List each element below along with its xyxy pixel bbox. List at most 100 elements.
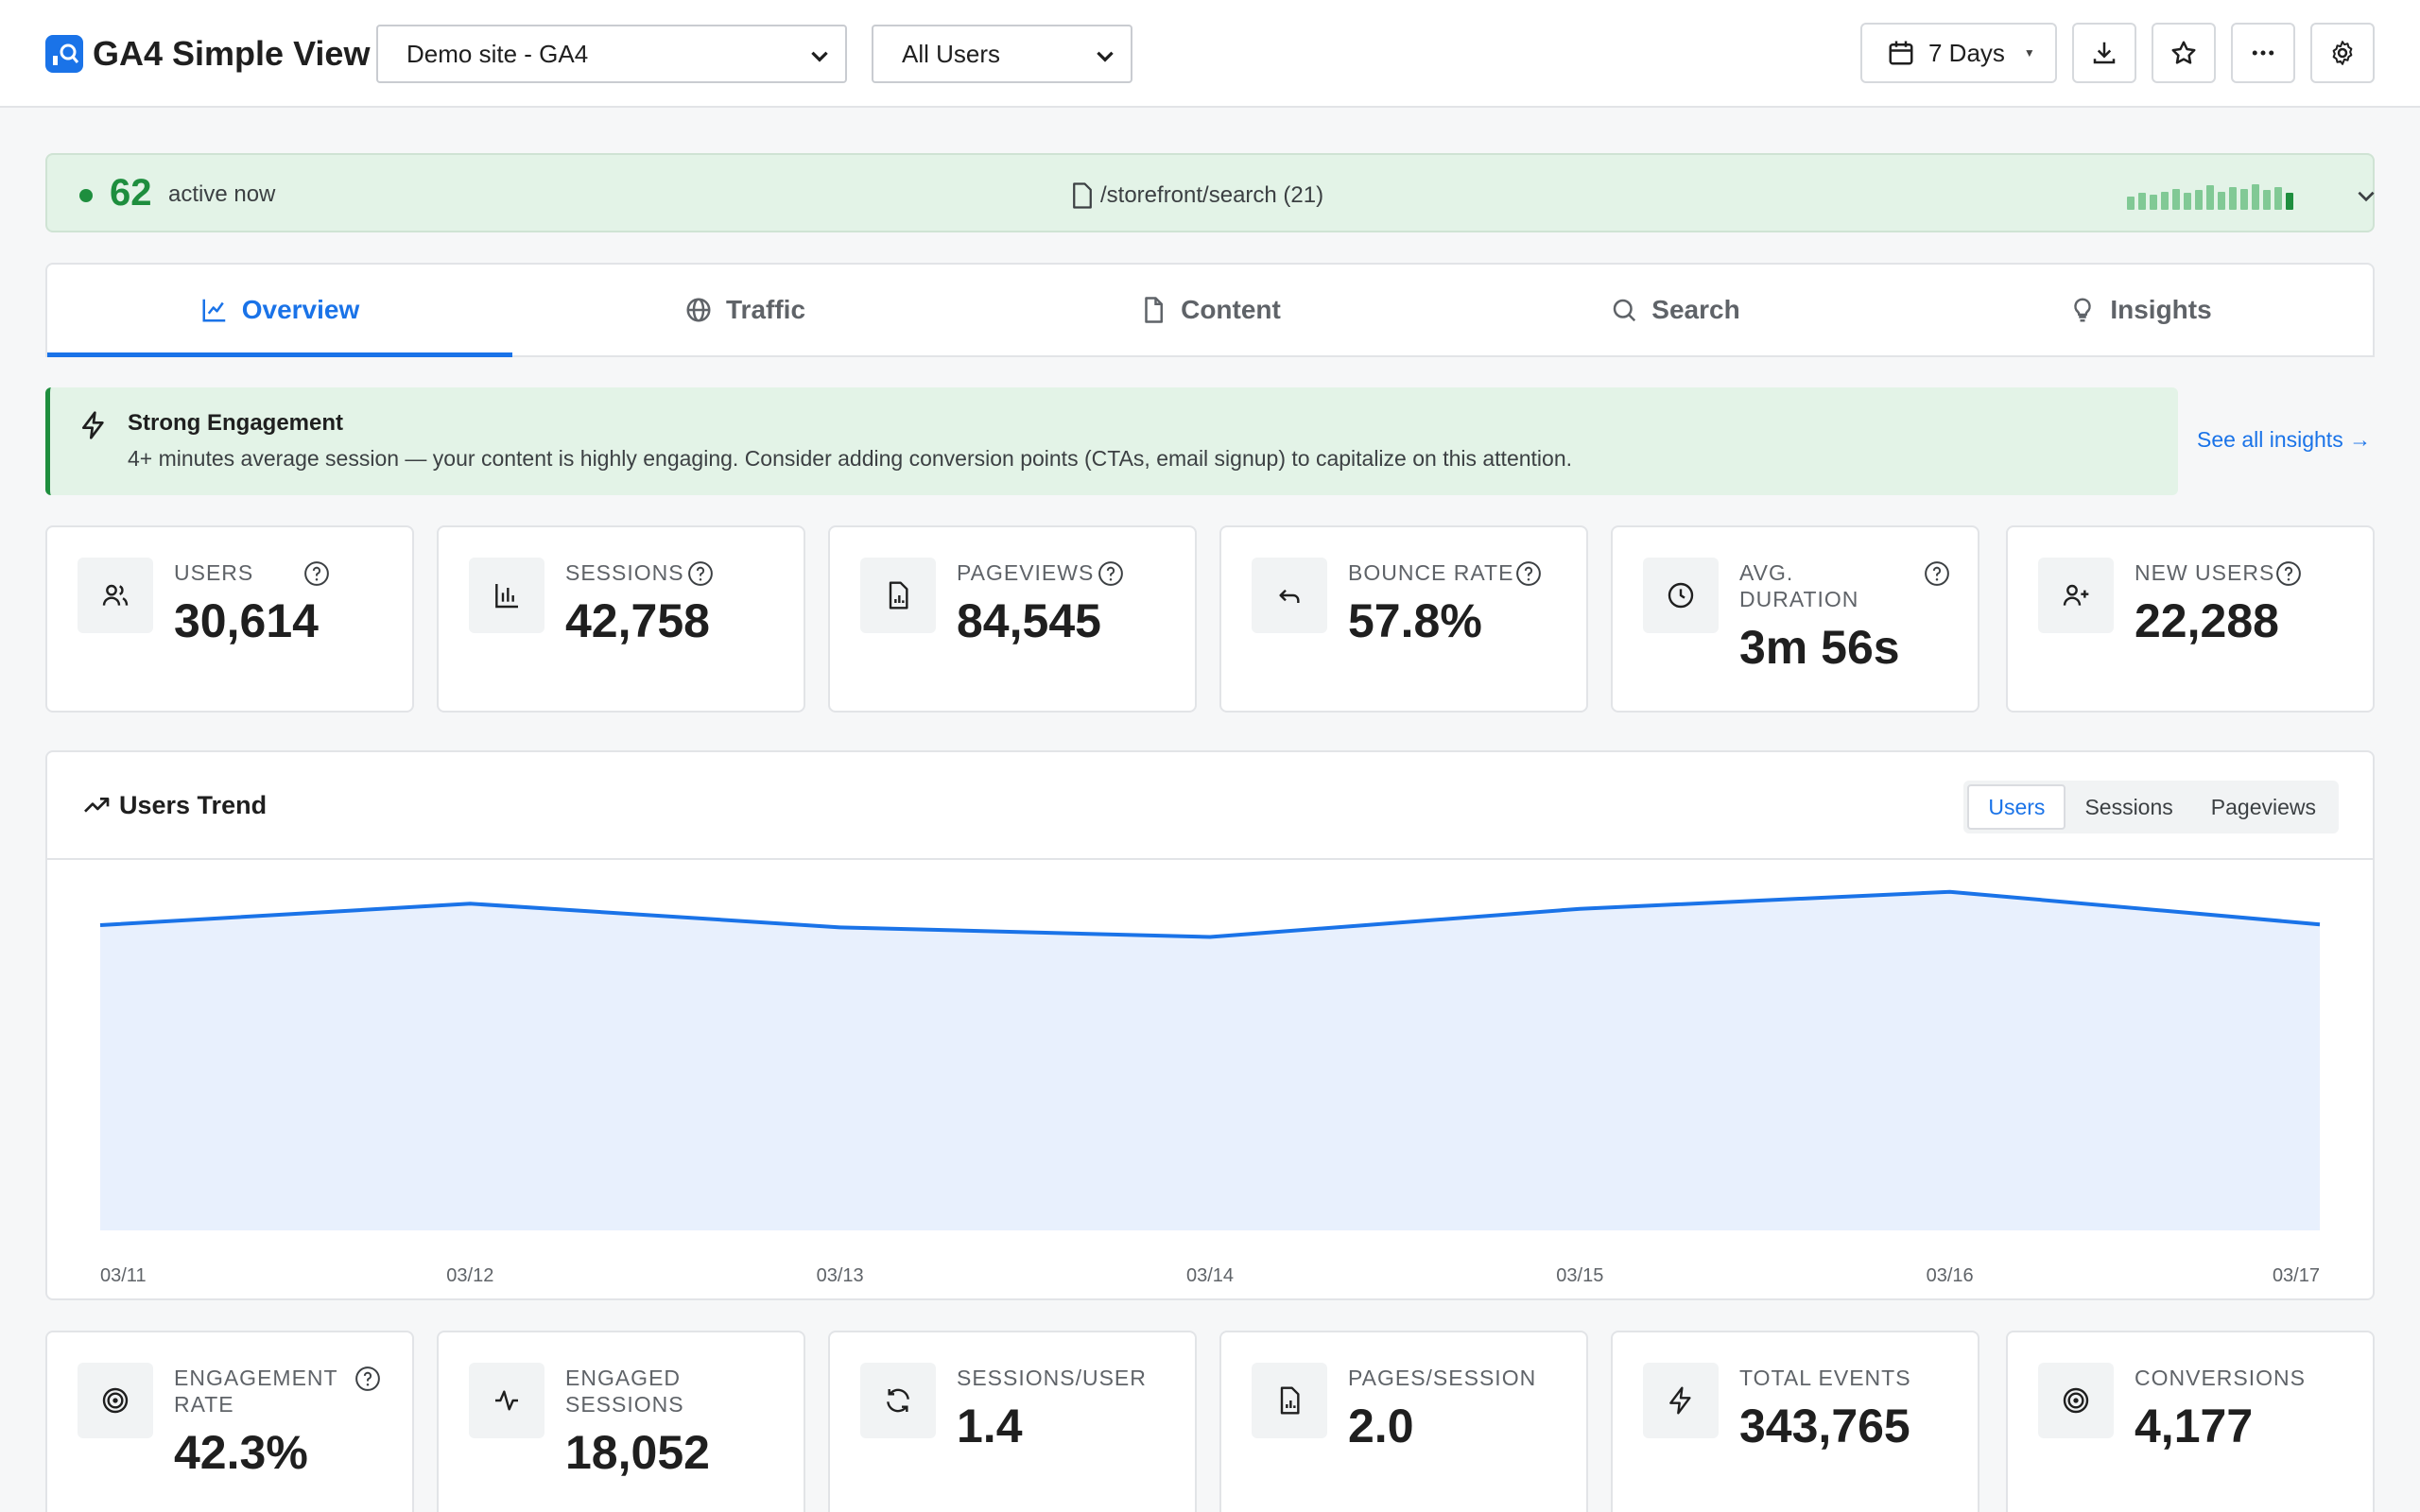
help-icon[interactable] xyxy=(302,559,331,588)
search-icon xyxy=(1614,299,1636,322)
tab-content-label: Content xyxy=(1181,295,1281,324)
insight-text: 4+ minutes average session — your conten… xyxy=(128,446,1573,471)
toggle-sessions[interactable]: Sessions xyxy=(2084,794,2173,819)
realtime-bar xyxy=(2263,190,2271,210)
toggle-pageviews[interactable]: Pageviews xyxy=(2210,794,2316,819)
metric-value: 1.4 xyxy=(957,1400,1023,1452)
metric-card-conversions: CONVERSIONS 4,177 xyxy=(2006,1331,2375,1512)
realtime-bar xyxy=(2218,192,2225,210)
undo-arrow-icon xyxy=(1252,558,1327,633)
app-title: GA4 Simple View xyxy=(93,34,371,73)
activity-icon xyxy=(469,1363,544,1438)
tab-traffic-label: Traffic xyxy=(725,295,806,324)
favorite-button[interactable] xyxy=(2152,23,2216,83)
metric-value: 84,545 xyxy=(957,594,1101,647)
metric-label: BOUNCE RATE xyxy=(1348,560,1514,585)
download-icon xyxy=(2093,42,2116,64)
chevron-down-icon[interactable] xyxy=(2354,183,2378,208)
live-dot xyxy=(79,189,93,202)
realtime-bar xyxy=(2172,189,2180,210)
chevron-down-icon xyxy=(1097,51,1114,62)
calendar-icon xyxy=(1889,41,1913,65)
realtime-bar xyxy=(2252,184,2259,210)
realtime-bar xyxy=(2150,195,2157,210)
metric-label: TOTAL EVENTS xyxy=(1739,1366,1911,1390)
realtime-bar xyxy=(2229,187,2237,210)
metric-label: CONVERSIONS xyxy=(2135,1366,2306,1390)
property-select[interactable]: Demo site - GA4 xyxy=(376,25,847,83)
lightbulb-icon xyxy=(2074,298,2092,322)
realtime-sparkline xyxy=(2127,180,2293,210)
realtime-bar xyxy=(2195,190,2203,210)
top-active-page-label: /storefront/search (21) xyxy=(1100,182,1324,208)
metric-label-line1: ENGAGED xyxy=(565,1366,682,1390)
realtime-bar xyxy=(2286,193,2293,210)
x-tick-label: 03/16 xyxy=(1927,1265,1974,1286)
see-all-insights-link[interactable]: See all insights → xyxy=(2197,427,2372,452)
help-icon[interactable] xyxy=(1923,559,1951,588)
document-icon xyxy=(1073,182,1092,209)
realtime-bar[interactable]: 62 active now /storefront/search (21) xyxy=(45,153,2375,232)
active-users-label: active now xyxy=(168,181,276,207)
metric-value: 22,288 xyxy=(2135,594,2279,647)
metric-label-line1: ENGAGEMENT xyxy=(174,1366,338,1390)
clock-icon xyxy=(1643,558,1719,633)
x-tick-label: 03/17 xyxy=(2273,1265,2320,1286)
metric-value: 42.3% xyxy=(174,1426,308,1479)
metric-label: NEW USERS xyxy=(2135,560,2275,585)
top-active-page: /storefront/search (21) xyxy=(1070,181,1323,210)
realtime-bar xyxy=(2184,193,2191,210)
chart-title: Users Trend xyxy=(81,790,267,820)
help-icon[interactable] xyxy=(1514,559,1543,588)
insight-title: Strong Engagement xyxy=(128,410,344,436)
chart-title-label: Users Trend xyxy=(119,790,268,819)
chart-header: Users Trend Users Sessions Pageviews xyxy=(47,752,2373,860)
toggle-users[interactable]: Users xyxy=(1967,784,2066,830)
star-icon xyxy=(2171,41,2196,64)
help-icon[interactable] xyxy=(1097,559,1125,588)
users-trend-card: Users Trend Users Sessions Pageviews 03/… xyxy=(45,750,2375,1300)
refresh-icon xyxy=(860,1363,936,1438)
metric-value: 2.0 xyxy=(1348,1400,1414,1452)
brand: GA4 Simple View xyxy=(45,34,370,74)
target-icon xyxy=(78,1363,153,1438)
help-icon[interactable] xyxy=(2274,559,2303,588)
date-range-button[interactable]: 7 Days ▼ xyxy=(1860,23,2057,83)
more-button[interactable] xyxy=(2231,23,2295,83)
bar-chart-icon xyxy=(469,558,544,633)
tab-overview[interactable]: Overview xyxy=(47,265,512,357)
segment-select-value: All Users xyxy=(902,39,1001,68)
metric-card-sessions-per-user: SESSIONS/USER 1.4 xyxy=(828,1331,1197,1512)
tab-insights[interactable]: Insights xyxy=(1908,265,2373,355)
x-tick-label: 03/14 xyxy=(1186,1265,1234,1286)
trending-up-icon xyxy=(84,798,110,813)
metric-value: 30,614 xyxy=(174,594,319,647)
help-icon[interactable] xyxy=(354,1365,382,1393)
target-icon xyxy=(2038,1363,2114,1438)
metric-toggle: Users Sessions Pageviews xyxy=(1963,781,2339,833)
tab-search[interactable]: Search xyxy=(1443,265,1908,355)
metric-card-pages-per-session: PAGES/SESSION 2.0 xyxy=(1219,1331,1588,1512)
metric-value: 343,765 xyxy=(1739,1400,1910,1452)
document-icon xyxy=(1145,297,1164,323)
help-icon[interactable] xyxy=(686,559,715,588)
x-tick-label: 03/15 xyxy=(1556,1265,1603,1286)
tab-traffic[interactable]: Traffic xyxy=(512,265,977,355)
metric-label-line2: RATE xyxy=(174,1392,234,1417)
main-tabs: Overview Traffic Content Search Insights xyxy=(45,263,2375,357)
x-tick-label: 03/11 xyxy=(100,1265,147,1286)
download-button[interactable] xyxy=(2072,23,2136,83)
file-chart-icon xyxy=(860,558,936,633)
metric-label: USERS xyxy=(174,560,254,585)
tab-content[interactable]: Content xyxy=(977,265,1443,355)
x-tick-label: 03/13 xyxy=(817,1265,864,1286)
series-line-users xyxy=(99,889,2321,939)
insight-banner: Strong Engagement 4+ minutes average ses… xyxy=(45,387,2178,495)
tab-search-label: Search xyxy=(1651,295,1740,324)
top-header: GA4 Simple View Demo site - GA4 All User… xyxy=(0,0,2420,108)
segment-select[interactable]: All Users xyxy=(872,25,1132,83)
realtime-bar xyxy=(2240,189,2248,210)
metric-label-line2: DURATION xyxy=(1739,587,1859,611)
x-tick-label: 03/12 xyxy=(446,1265,493,1286)
settings-button[interactable] xyxy=(2310,23,2375,83)
